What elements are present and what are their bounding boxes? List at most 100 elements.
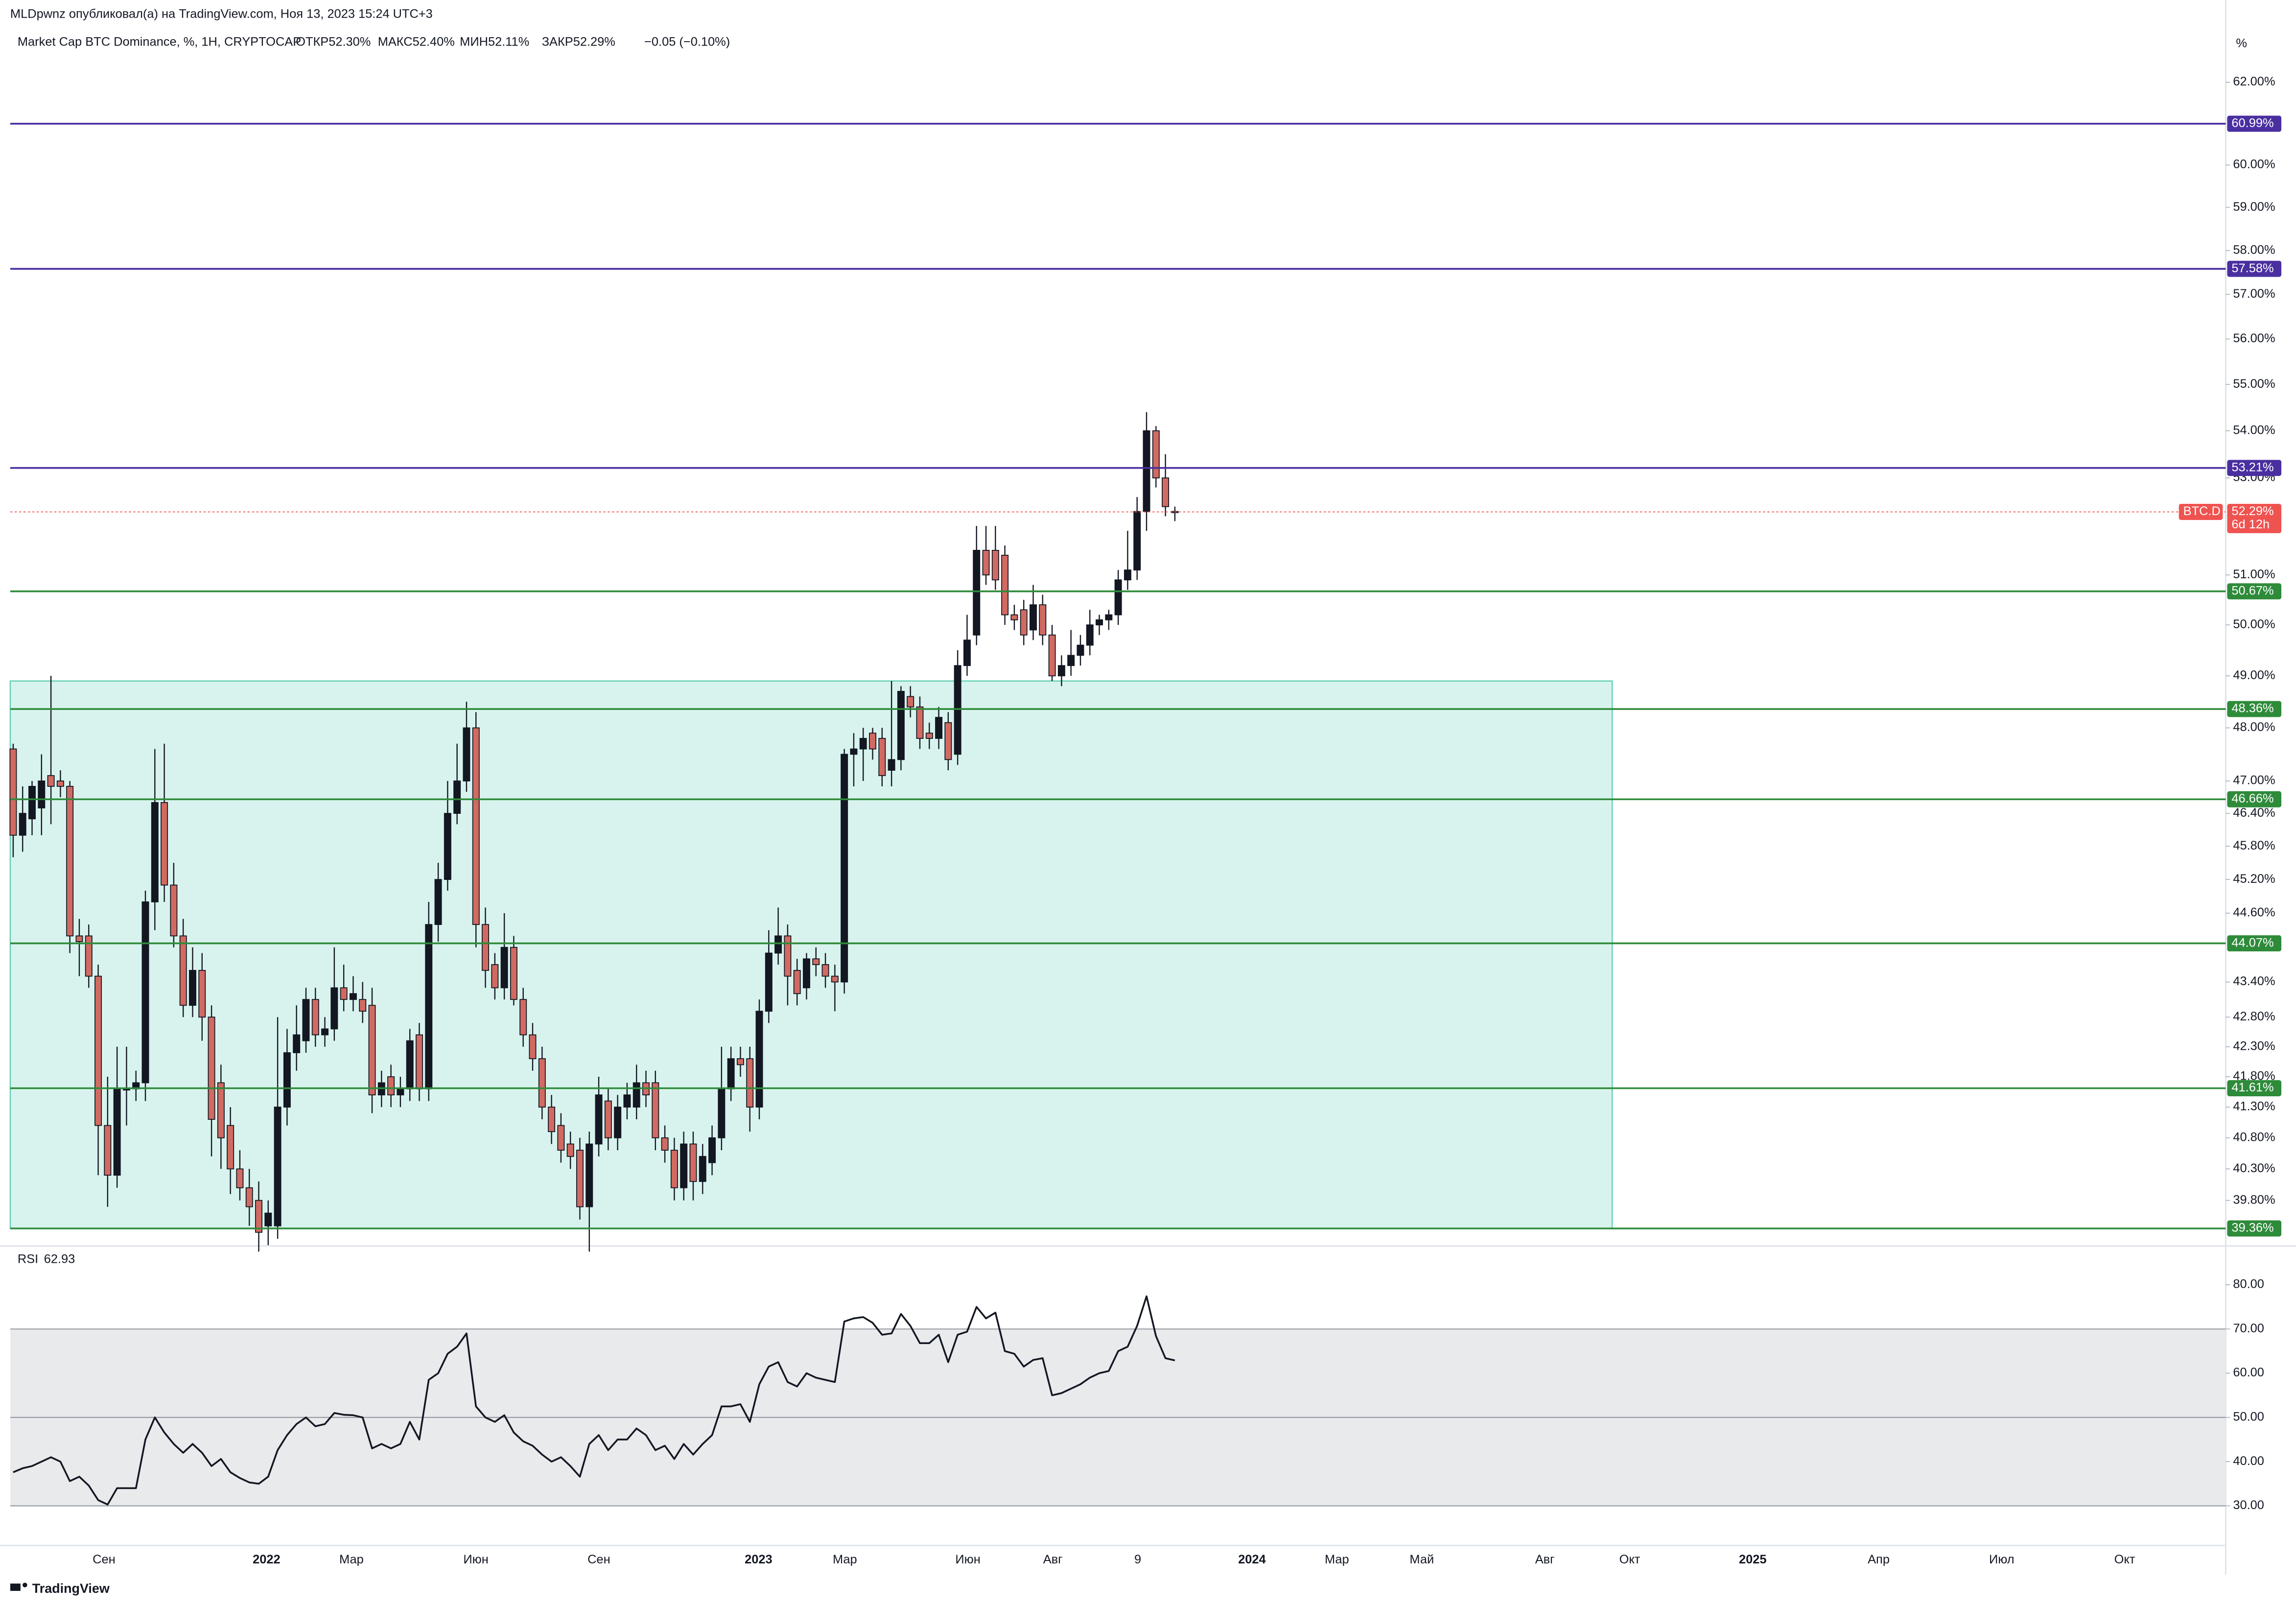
level-label-box <box>2227 260 2282 277</box>
x-tick-label: Авг <box>1535 1553 1555 1566</box>
candle-body <box>349 993 357 1000</box>
x-tick-label: 9 <box>1134 1553 1141 1566</box>
brand-logo: TradingView <box>10 1581 110 1596</box>
candle-body <box>907 696 914 708</box>
candle-body <box>453 780 461 814</box>
candle-body <box>500 946 508 989</box>
candle-body <box>519 999 527 1036</box>
series-title: Market Cap BTC Dominance, %, 1H, CRYPTOC… <box>18 35 301 48</box>
symbol-label: BTC.D <box>2183 504 2221 518</box>
y-tick-label: 42.80% <box>2233 1010 2275 1023</box>
y-tick-label: 55.00% <box>2233 377 2275 391</box>
x-tick-label: 2025 <box>1739 1553 1767 1566</box>
candle-body <box>1133 511 1141 571</box>
candle-body <box>1152 430 1160 478</box>
candle-body <box>255 1200 263 1233</box>
candle-body <box>425 924 433 1089</box>
candle-body <box>397 1088 404 1096</box>
candle-body <box>311 999 319 1036</box>
candle-body <box>699 1156 706 1182</box>
candle-body <box>19 813 26 836</box>
y-tick-label: 57.00% <box>2233 287 2275 301</box>
x-tick-label: Окт <box>1619 1553 1640 1566</box>
countdown-label: 6d 12h <box>2231 518 2270 531</box>
candle-body <box>28 786 36 820</box>
candle-body <box>586 1143 593 1207</box>
candle-body <box>406 1040 414 1089</box>
logo-mark <box>10 1583 21 1591</box>
candle-body <box>387 1076 395 1096</box>
y-tick-label: 51.00% <box>2233 567 2275 581</box>
level-label: 41.61% <box>2231 1081 2273 1094</box>
candle-body <box>576 1150 584 1207</box>
candle-body <box>47 775 55 787</box>
candle-body <box>548 1107 556 1133</box>
candle-body <box>283 1052 291 1108</box>
level-label: 57.58% <box>2231 261 2273 275</box>
candle-body <box>944 722 952 760</box>
candle-body <box>538 1058 546 1108</box>
y-tick-label: 60.00% <box>2233 158 2275 171</box>
y-tick-label: 58.00% <box>2233 243 2275 257</box>
rsi-line <box>13 1295 1175 1506</box>
level-label-box <box>2227 935 2282 952</box>
candle-body <box>595 1094 603 1145</box>
candle-body <box>170 884 178 937</box>
indicator-value: 62.93 <box>44 1253 75 1266</box>
candle-body <box>661 1137 669 1151</box>
candle-body <box>746 1058 754 1108</box>
candle-body <box>85 935 93 977</box>
candle-body <box>1086 624 1094 646</box>
candle-body <box>1020 609 1028 636</box>
x-tick-label: Июл <box>1989 1553 2015 1566</box>
candle-body <box>765 952 773 1012</box>
candle-body <box>198 969 206 1018</box>
candle-body <box>151 802 159 902</box>
candle-body <box>293 1034 301 1053</box>
candle-body <box>472 727 480 925</box>
x-tick-label: Окт <box>2114 1553 2135 1566</box>
candle-body <box>113 1088 121 1176</box>
y-tick-label: 41.30% <box>2233 1100 2275 1113</box>
candle-body <box>812 958 820 965</box>
y-tick-label: 45.80% <box>2233 839 2275 852</box>
candle-body <box>368 1005 376 1096</box>
candle-body <box>444 813 451 880</box>
candle-body <box>217 1082 225 1138</box>
level-label-box <box>2227 791 2282 807</box>
candle-body <box>1096 619 1103 626</box>
level-label: 50.67% <box>2231 584 2273 597</box>
candle-body <box>821 964 829 977</box>
level-label: 39.36% <box>2231 1221 2273 1235</box>
indicator-title: RSI <box>18 1253 38 1266</box>
candle-body <box>529 1034 537 1060</box>
level-label: 44.07% <box>2231 936 2273 949</box>
candle-body <box>1057 665 1065 677</box>
candle-body <box>841 754 848 983</box>
level-label-box <box>2227 701 2282 717</box>
candle-body <box>727 1058 735 1089</box>
candle-body <box>1030 604 1037 631</box>
candle-body <box>689 1143 697 1182</box>
last-price-box <box>2227 504 2282 533</box>
candle-body <box>803 958 810 989</box>
x-tick-label: Мар <box>833 1553 857 1566</box>
candle-body <box>850 748 858 755</box>
candle-body <box>718 1088 726 1138</box>
x-tick-label: Июн <box>955 1553 980 1566</box>
candle-body <box>652 1082 659 1138</box>
level-label: 53.21% <box>2231 460 2273 474</box>
candle-body <box>935 717 943 739</box>
x-tick-label: Мар <box>1325 1553 1349 1566</box>
y-tick-label: 44.60% <box>2233 906 2275 920</box>
candle-body <box>755 1011 763 1108</box>
candle-body <box>1001 555 1009 615</box>
candle-body <box>633 1082 640 1108</box>
candle-body <box>510 946 517 1000</box>
unit-label: % <box>2236 36 2247 50</box>
candle-body <box>66 786 74 937</box>
candle-body <box>869 733 877 750</box>
candle-body <box>1048 634 1056 677</box>
